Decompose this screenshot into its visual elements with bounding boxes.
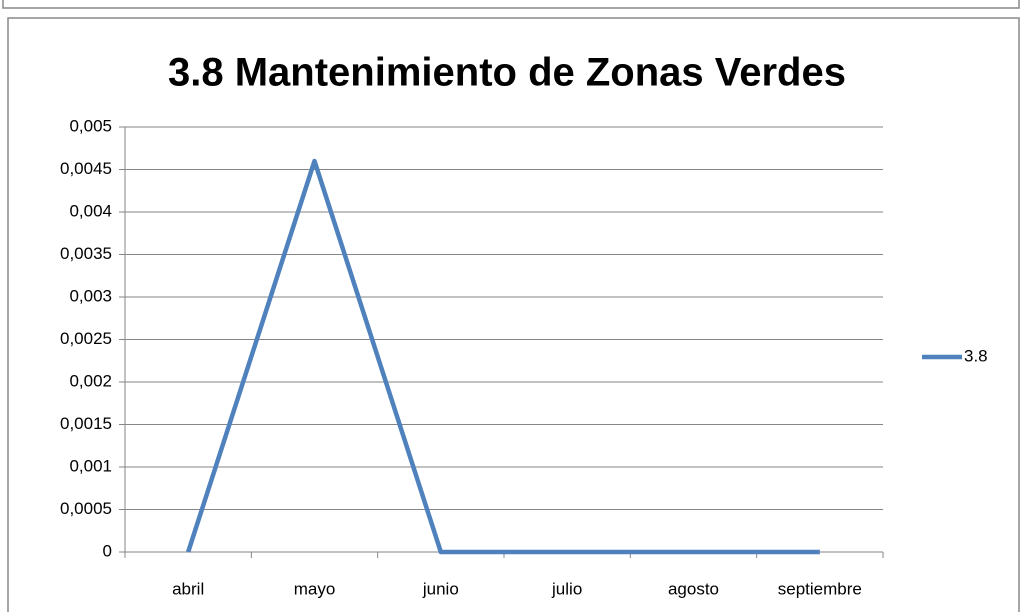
legend-label: 3.8 [964, 346, 988, 365]
previous-chart-border [2, 0, 1020, 9]
x-tick-label: junio [422, 579, 459, 598]
y-tick-label: 0,002 [69, 371, 112, 390]
y-tick-label: 0,004 [69, 201, 112, 220]
x-tick-label: agosto [668, 579, 719, 598]
y-tick-label: 0,0025 [60, 329, 112, 348]
y-tick-label: 0,001 [69, 456, 112, 475]
x-tick-label: mayo [294, 579, 336, 598]
x-tick-label: septiembre [778, 579, 862, 598]
y-tick-label: 0,0015 [60, 414, 112, 433]
y-tick-label: 0 [103, 541, 112, 560]
line [186, 158, 820, 555]
y-tick-label: 0,003 [69, 286, 112, 305]
x-tick-label: julio [551, 579, 582, 598]
y-tick-label: 0,0045 [60, 159, 112, 178]
chart-border [7, 17, 1020, 612]
y-tick-label: 0,0035 [60, 244, 112, 263]
y-tick-label: 0,005 [69, 116, 112, 135]
x-tick-label: abril [172, 579, 204, 598]
chart-title: 3.8 Mantenimiento de Zonas Verdes [168, 51, 846, 95]
y-tick-label: 0,0005 [60, 499, 112, 518]
